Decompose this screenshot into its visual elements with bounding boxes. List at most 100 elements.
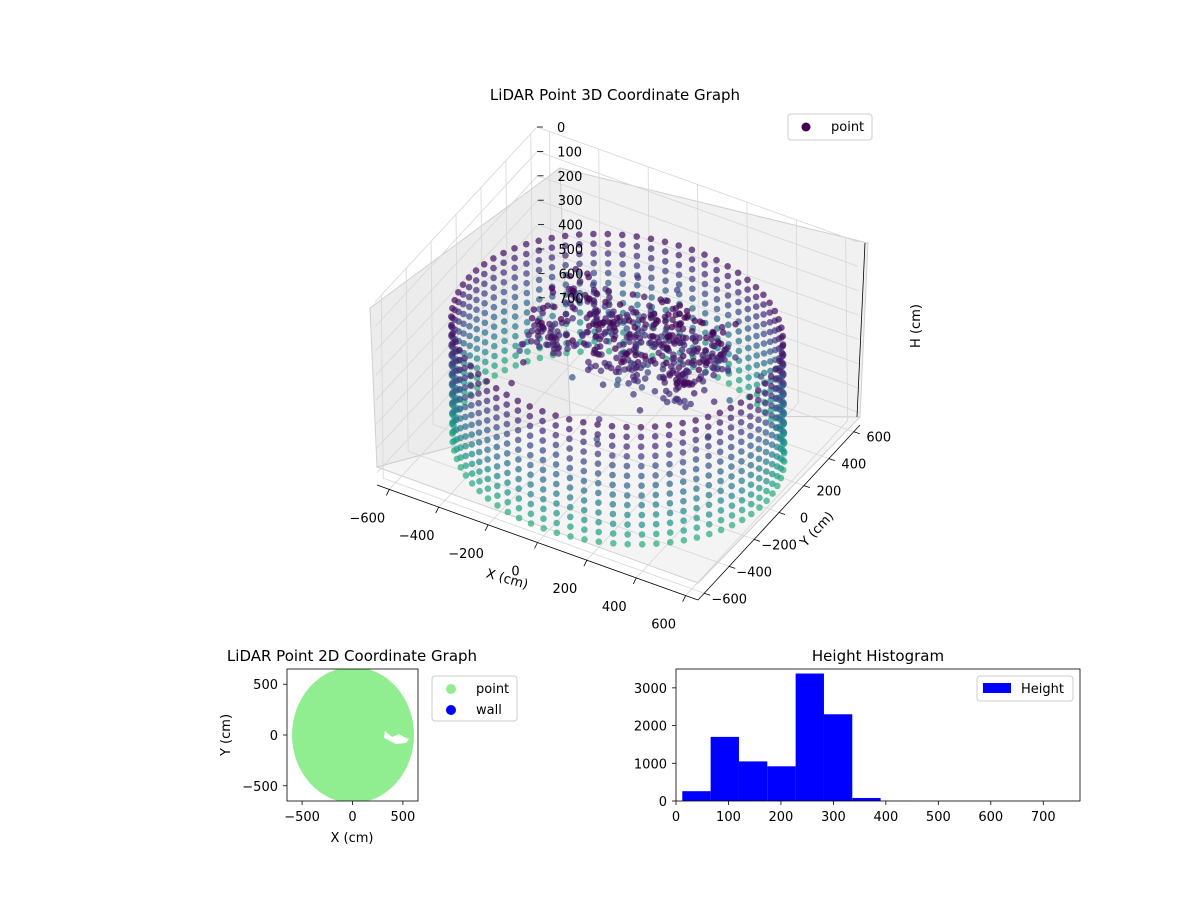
cloud-point (755, 406, 762, 414)
cloud-point (535, 276, 543, 284)
cloud-point (747, 442, 754, 450)
cloud-point (580, 448, 587, 455)
cloud-point (552, 441, 560, 449)
cloud-point (602, 328, 609, 336)
cloud-point (455, 289, 462, 296)
z-tick-label-3d: 300 (558, 194, 583, 209)
cloud-point (539, 309, 546, 317)
cloud-point (685, 368, 692, 376)
cloud-point (701, 251, 708, 258)
x-tick-label-3d: −400 (399, 529, 435, 544)
cloud-point (666, 500, 674, 507)
cloud-point (721, 346, 728, 354)
cloud-point (548, 273, 556, 281)
cloud-point (461, 355, 468, 362)
cloud-point (713, 256, 720, 264)
cloud-point (512, 362, 519, 369)
cloud-point (623, 423, 630, 431)
cloud-point (653, 530, 660, 538)
cloud-point (708, 335, 715, 343)
histogram-bar (710, 736, 739, 801)
cloud-point (449, 330, 457, 337)
cloud-point (580, 477, 588, 485)
cloud-point (500, 288, 508, 296)
cloud-point (679, 419, 686, 427)
cloud-point (735, 367, 743, 374)
cloud-point (768, 382, 775, 390)
cloud-point (500, 308, 508, 315)
cloud-point (548, 284, 556, 292)
cloud-point (451, 296, 459, 304)
cloud-point (647, 311, 654, 319)
cloud-point (701, 300, 709, 307)
cloud-point (462, 462, 470, 470)
y-tick-label-3d: 0 (800, 512, 808, 527)
cloud-point (762, 419, 769, 427)
cloud-point (619, 280, 627, 288)
cloud-point (540, 515, 547, 522)
cloud-point (753, 313, 760, 320)
y-tick-mark-3d (853, 431, 860, 435)
cloud-point (503, 430, 511, 438)
cloud-point (676, 302, 684, 309)
cloud-point (523, 299, 531, 307)
cloud-point (590, 230, 597, 238)
cloud-point (662, 387, 670, 395)
cloud-point (693, 514, 700, 522)
cloud-point (752, 283, 760, 291)
cloud-point (763, 477, 770, 485)
histogram-bar (738, 761, 768, 801)
cloud-point (580, 428, 587, 436)
cloud-point (646, 302, 653, 310)
cloud-point (562, 331, 570, 339)
legend-hist-label: Height (1021, 682, 1064, 697)
cloud-point (633, 252, 641, 260)
cloud-point (459, 281, 467, 289)
cloud-point (738, 506, 746, 514)
x-tick-label-hist: 300 (821, 810, 846, 825)
cloud-point (725, 331, 732, 338)
cloud-point (526, 442, 534, 449)
cloud-point (694, 345, 702, 352)
legend-hist-swatch (983, 683, 1011, 693)
cloud-point (476, 468, 483, 475)
y-axis-label-2d: Y (cm) (219, 714, 234, 757)
cloud-point (701, 270, 709, 278)
cloud-point (692, 436, 700, 444)
cloud-point (533, 338, 541, 346)
cloud-point (500, 298, 508, 306)
cloud-point (457, 454, 465, 461)
cloud-point (535, 237, 542, 245)
cloud-point (728, 492, 735, 500)
cloud-point (566, 445, 573, 452)
cloud-point (638, 462, 645, 470)
cloud-point (515, 514, 523, 522)
cloud-point (651, 388, 659, 395)
cloud-point (663, 359, 670, 367)
cloud-point (633, 262, 641, 270)
cloud-point (652, 481, 659, 489)
x-axis-label-2d: X (cm) (331, 831, 374, 846)
cloud-point (618, 359, 625, 366)
cloud-point (624, 501, 631, 509)
cloud-point (666, 529, 674, 536)
cloud-point (539, 476, 547, 483)
cloud-point (468, 402, 475, 409)
y-tick-mark-3d (753, 539, 761, 542)
cloud-point (687, 400, 694, 408)
cloud-point (727, 404, 735, 412)
plot-area-2d (292, 669, 414, 801)
cloud-point (604, 260, 612, 267)
cloud-point (501, 327, 508, 335)
cloud-point (491, 372, 499, 379)
cloud-point (566, 272, 574, 280)
cloud-point (576, 260, 583, 268)
cloud-point (755, 455, 763, 463)
cloud-point (524, 348, 531, 355)
cloud-point (666, 333, 673, 340)
y-tick-label-hist: 2000 (634, 720, 667, 735)
cloud-point (737, 409, 745, 416)
cloud-point (638, 384, 646, 391)
cloud-point (692, 465, 700, 473)
cloud-point (638, 492, 645, 499)
